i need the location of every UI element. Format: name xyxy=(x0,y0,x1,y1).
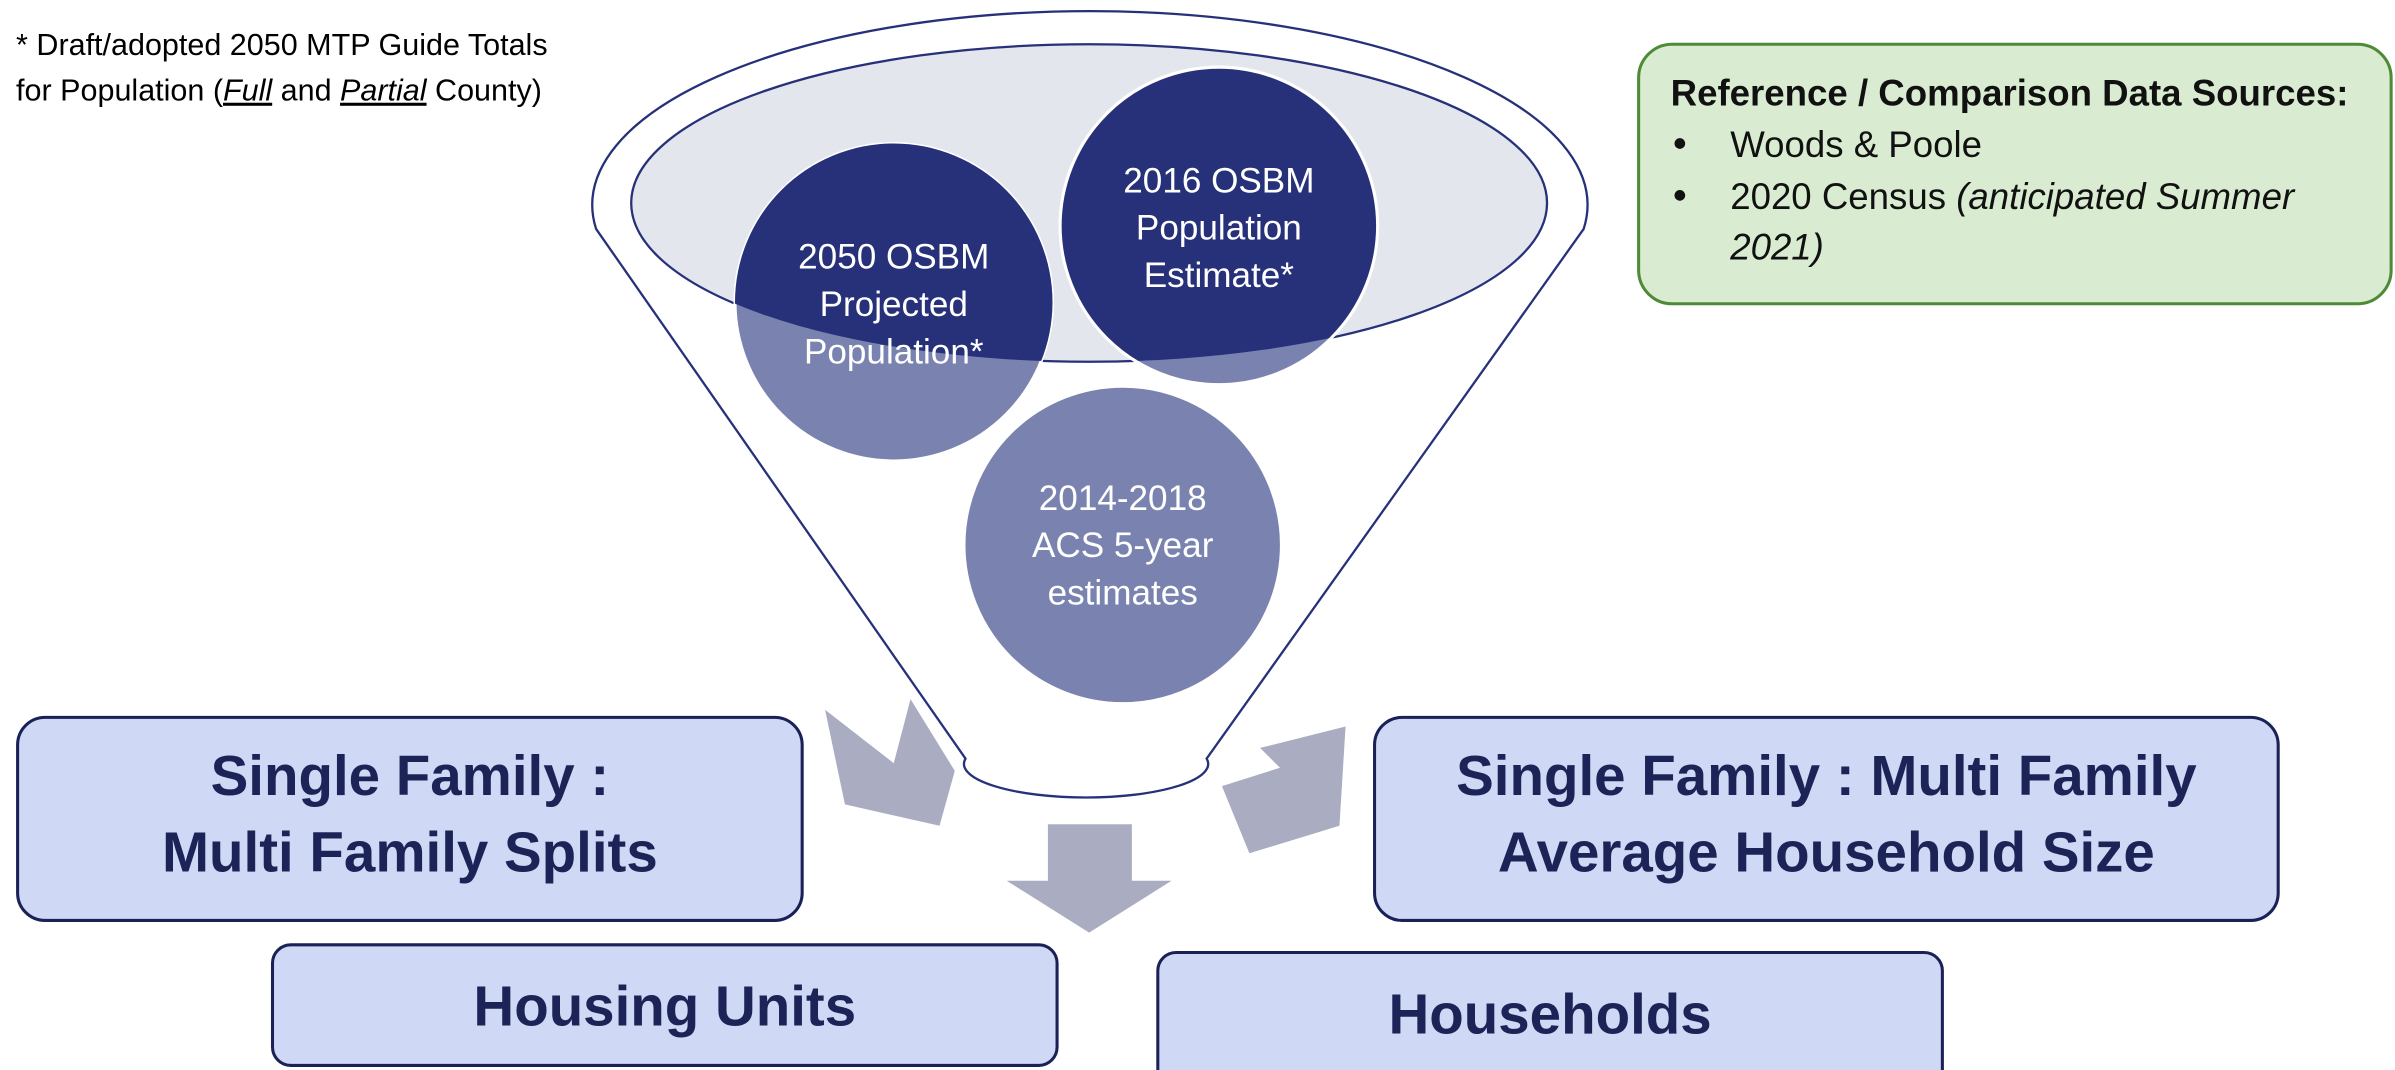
arrow xyxy=(1221,726,1346,854)
box-label: Single Family : xyxy=(211,744,610,807)
circle-label: Projected xyxy=(820,285,968,324)
box-label: Housing Units xyxy=(473,975,856,1038)
circle-label: Estimate* xyxy=(1144,256,1295,295)
reference-italic: 2021) xyxy=(1729,226,1824,267)
box-label: Average Household Size xyxy=(1498,821,2155,884)
circle-label: 2014-2018 xyxy=(1039,479,1207,518)
reference-text: 2020 Census xyxy=(1730,176,1946,217)
note-part: and xyxy=(272,74,340,108)
box xyxy=(16,715,804,922)
box xyxy=(270,943,1059,1067)
bullet xyxy=(1674,138,1686,149)
circle-label: ACS 5-year xyxy=(1032,526,1214,565)
circle-label: estimates xyxy=(1048,573,1198,612)
arrow xyxy=(825,699,955,826)
reference-italic: (anticipated Summer xyxy=(1956,176,2296,217)
circle xyxy=(962,384,1283,706)
note-part: Partial xyxy=(340,74,428,108)
box xyxy=(1156,950,1944,1070)
reference-title: Reference / Comparison Data Sources: xyxy=(1671,72,2349,113)
arrows xyxy=(825,699,1346,933)
circle-overlap xyxy=(1058,65,1380,362)
circle-label: Population xyxy=(1136,209,1302,248)
note-line: for Population (Full and Partial County) xyxy=(16,74,542,108)
reference-box xyxy=(1637,42,2393,306)
note-part: County) xyxy=(427,74,542,108)
note-part: Full xyxy=(223,74,273,108)
note-line: * Draft/adopted 2050 MTP Guide Totals xyxy=(16,28,548,62)
circle-label: Population* xyxy=(804,332,984,371)
box xyxy=(1373,715,2280,922)
circle-label: 2050 OSBM xyxy=(798,238,989,277)
box-label: Multi Family Splits xyxy=(162,821,658,884)
arrow xyxy=(1006,824,1172,933)
box-label: Households xyxy=(1389,982,1712,1045)
circle-overlap xyxy=(735,143,1053,362)
note-part: for Population ( xyxy=(16,74,223,108)
box-label: Single Family : Multi Family xyxy=(1456,744,2197,807)
reference-item: Woods & Poole xyxy=(1730,124,1982,165)
reference-item: 2020 Census (anticipated Summer xyxy=(1730,176,2296,217)
bullet xyxy=(1674,190,1686,201)
circle-label: 2016 OSBM xyxy=(1123,161,1314,200)
